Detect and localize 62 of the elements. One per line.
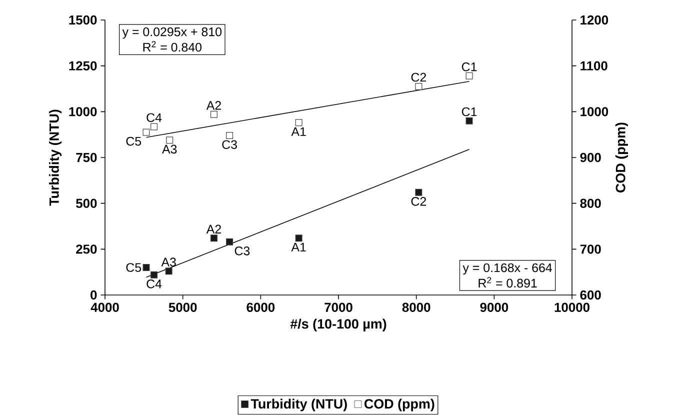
annotation: C4 [146, 113, 162, 122]
annotation: C3 [234, 246, 250, 256]
annotation: C2 [411, 72, 426, 82]
x-tick-label: 4000 [90, 302, 119, 312]
x-tick-label: 9000 [480, 302, 508, 312]
legend-label: Turbidity (NTU) [250, 398, 347, 412]
point [166, 136, 174, 144]
y2-tick-label: 1100 [580, 61, 608, 70]
annotation: C1 [462, 62, 477, 72]
point [150, 123, 158, 130]
annotation: A1 [291, 127, 306, 136]
annotation: A1 [291, 242, 306, 252]
y-axis-title: Turbidity (NTU) [49, 110, 62, 206]
x-tick-label: 6000 [246, 302, 275, 312]
y-tick-label: 750 [76, 152, 97, 162]
annotation: C1 [462, 107, 477, 116]
point [295, 119, 302, 126]
point [466, 72, 473, 80]
point [210, 110, 218, 118]
y2-tick-label: 1000 [580, 107, 608, 116]
point [150, 271, 158, 278]
point [165, 268, 172, 275]
legend-label: COD (ppm) [364, 398, 434, 412]
point [415, 188, 422, 196]
annotation: y = 0.168x - 664 [462, 263, 552, 275]
y2-axis-title: COD (ppm) [615, 122, 628, 192]
y2-tick-label: 800 [580, 198, 601, 208]
x-tick-label: 10000 [554, 302, 590, 312]
y-tick-label: 1500 [69, 15, 97, 25]
point [295, 234, 302, 242]
point [210, 234, 218, 242]
point [415, 82, 422, 90]
annotation: y = 0.0295x + 810 [122, 27, 222, 39]
annotation: A3 [161, 258, 176, 266]
x-tick-label: 5000 [168, 302, 197, 312]
annotation: C5 [126, 136, 142, 146]
x-tick-label: 7000 [324, 302, 352, 312]
y-tick-label: 0 [90, 290, 97, 300]
annotation: C4 [146, 280, 162, 288]
point [226, 238, 234, 246]
annotation: C5 [126, 263, 142, 272]
y2-tick-label: 1200 [580, 15, 608, 25]
y2-tick-label: 600 [580, 290, 601, 300]
y2-tick-label: 900 [580, 152, 601, 162]
point [142, 128, 150, 136]
annotation: C3 [222, 140, 237, 149]
point [142, 264, 150, 271]
annotation: R$^{2}$ = 0.891 [478, 277, 537, 288]
point [226, 132, 234, 139]
y2-tick-label: 700 [580, 244, 601, 254]
annotation: R$^{2}$ = 0.840 [143, 41, 202, 52]
y-tick-label: 1000 [69, 107, 97, 116]
point [466, 117, 473, 124]
annotation: A3 [162, 144, 177, 154]
annotation: A2 [206, 224, 221, 234]
y-tick-label: 250 [76, 244, 97, 254]
annotation: A2 [206, 101, 221, 110]
y-tick-label: 1250 [69, 61, 97, 70]
annotation: C2 [411, 197, 426, 206]
x-axis-title: #/s (10-100 µm) [290, 318, 386, 332]
x-tick-label: 8000 [402, 302, 430, 312]
y-tick-label: 500 [76, 198, 97, 208]
